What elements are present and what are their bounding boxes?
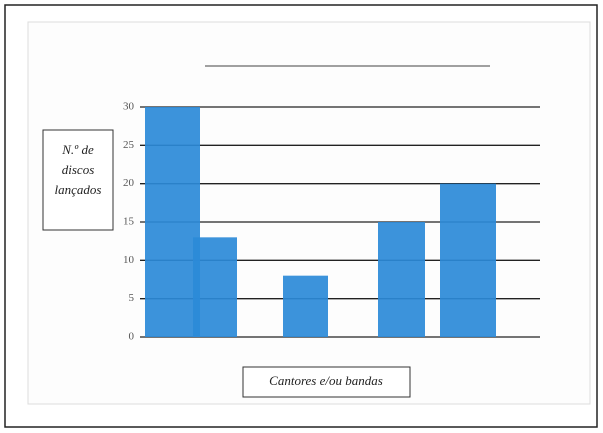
y-tick-label: 20 (123, 177, 135, 189)
bar (145, 107, 200, 337)
y-tick-label: 0 (129, 331, 135, 343)
bar (193, 237, 237, 337)
bar (440, 183, 496, 337)
y-tick-label: 25 (123, 139, 135, 151)
x-label-box (242, 366, 411, 398)
y-tick-label: 5 (129, 292, 135, 304)
frame (4, 4, 598, 428)
y-label-holder: N.º de discos lançados (54, 142, 102, 197)
paper (27, 21, 591, 405)
y-tick-label: 30 (123, 101, 135, 113)
y-tick-label: 10 (123, 254, 135, 266)
x-axis-label: Cantores e/ou bandas (269, 373, 383, 388)
y-axis-label: N.º de discos lançados (54, 142, 102, 197)
y-label-box (42, 129, 114, 231)
bar (378, 222, 425, 337)
bar (283, 275, 328, 337)
y-tick-label: 15 (123, 216, 135, 228)
